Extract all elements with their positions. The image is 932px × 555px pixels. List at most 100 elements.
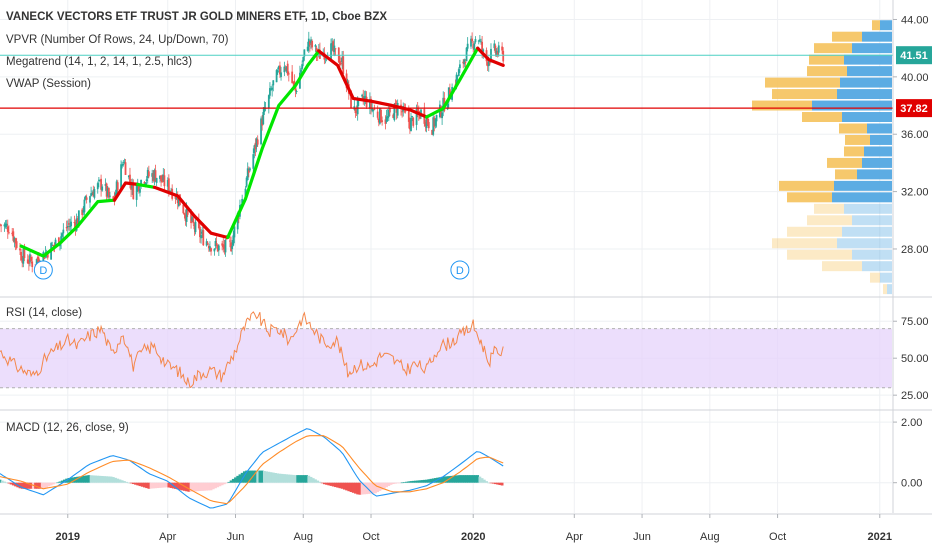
macd-histogram-bar	[54, 482, 57, 484]
macd-histogram-bar	[3, 481, 6, 483]
candle-body	[442, 97, 445, 112]
candle-body	[262, 112, 265, 125]
time-scale-label: Aug	[700, 531, 720, 543]
candle-body	[354, 107, 357, 114]
macd-histogram-bar	[302, 475, 306, 483]
macd-histogram-bar	[467, 475, 471, 483]
candle-body	[473, 43, 476, 50]
macd-histogram-bar	[216, 482, 220, 488]
macd-histogram-bar	[400, 482, 404, 484]
candle-body	[81, 209, 84, 215]
macd-histogram-bar	[380, 482, 384, 490]
macd-histogram-bar	[358, 482, 362, 495]
macd-histogram-bar	[245, 470, 249, 483]
candle-body	[330, 43, 332, 60]
macd-histogram-bar	[429, 478, 433, 483]
vpvr-up-bar	[852, 43, 892, 54]
candle-body	[415, 109, 418, 125]
candle-body	[137, 185, 140, 192]
price-scale[interactable]: 28.00 32.00 36.00 40.00 44.00 25.00 50.00 75.00…	[893, 14, 929, 490]
macd-histogram-bar	[242, 471, 246, 483]
candle-body	[114, 192, 117, 197]
macd-histogram-bar	[149, 482, 153, 489]
candle-body	[427, 122, 430, 129]
macd-histogram-bar	[265, 471, 269, 483]
megatrend-up-segment	[226, 49, 321, 240]
macd-histogram-bar	[300, 475, 304, 483]
study-vwap-label[interactable]: VWAP (Session)	[6, 78, 91, 90]
macd-histogram-bar	[258, 470, 262, 483]
time-scale[interactable]: 2019 Apr Jun Aug Oct 2020 Apr Jun Aug Oct 2021	[56, 514, 893, 543]
candle-body	[291, 71, 294, 83]
candle-body	[424, 121, 427, 126]
macd-histogram-bar	[376, 482, 380, 493]
vpvr-down-bar	[772, 238, 837, 249]
macd-histogram-bar	[407, 481, 411, 483]
candle-body	[106, 188, 109, 197]
vpvr-up-bar	[852, 215, 892, 226]
candle-body	[267, 95, 270, 108]
candle-body	[301, 64, 304, 69]
candle-body	[217, 245, 220, 251]
macd-histogram-bar	[51, 482, 55, 485]
candle-body	[135, 184, 138, 200]
candle-body	[487, 60, 490, 67]
study-rsi-label[interactable]: RSI (14, close)	[6, 307, 82, 319]
macd-histogram-bar	[271, 472, 275, 483]
candle-body	[130, 184, 132, 190]
macd-histogram-bar	[43, 482, 46, 489]
macd-line	[0, 428, 504, 509]
candle-body	[254, 142, 257, 150]
candle-body	[401, 111, 404, 113]
candle-body	[190, 213, 192, 224]
macd-histogram-bar	[76, 476, 80, 483]
vpvr-down-bar	[827, 157, 862, 168]
study-megatrend-label[interactable]: Megatrend (14, 1, 2, 14, 1, 2.5, hlc3)	[6, 56, 192, 68]
candle-body	[371, 108, 374, 111]
candle-body	[57, 237, 60, 246]
price-scale-label: 0.00	[901, 478, 922, 490]
study-macd-label[interactable]: MACD (12, 26, close, 9)	[6, 422, 129, 434]
macd-histogram-bar	[389, 482, 393, 485]
candle-body	[146, 169, 149, 179]
candle-body	[384, 119, 387, 124]
macd-histogram-bar	[491, 482, 495, 484]
vpvr-up-bar	[870, 134, 892, 145]
macd-histogram-bar	[234, 477, 237, 483]
macd-layer	[0, 428, 504, 509]
macd-histogram-bar	[320, 482, 324, 484]
macd-histogram-bar	[205, 482, 209, 491]
vpvr-up-bar	[842, 226, 892, 237]
dividend-marker[interactable]	[450, 260, 470, 280]
macd-histogram-bar	[145, 482, 149, 489]
macd-histogram-bar	[382, 482, 386, 489]
candle-body	[232, 235, 235, 246]
macd-histogram-bar	[360, 482, 364, 495]
candle-body	[255, 138, 258, 147]
macd-histogram-bar	[394, 482, 397, 484]
macd-histogram-bar	[98, 475, 102, 483]
dividend-marker[interactable]	[33, 260, 53, 280]
last-price-badge	[896, 46, 932, 65]
macd-histogram-bar	[111, 477, 115, 483]
candle-body	[342, 56, 345, 74]
macd-histogram-bar	[180, 482, 184, 491]
study-vpvr-label[interactable]: VPVR (Number Of Rows, 24, Up/Down, 70)	[6, 34, 229, 46]
candle-body	[426, 116, 429, 125]
candle-body	[182, 204, 185, 214]
candle-body	[478, 39, 481, 41]
rsi-layer	[0, 311, 504, 389]
macd-histogram-bar	[174, 482, 177, 489]
macd-signal-line	[0, 435, 504, 505]
macd-histogram-bar	[422, 479, 426, 483]
axes	[0, 0, 932, 515]
vpvr-down-bar	[845, 134, 870, 145]
macd-histogram-bar	[322, 482, 326, 485]
vwap-price-badge	[896, 99, 932, 118]
candle-body	[244, 188, 247, 197]
time-scale-label: Apr	[159, 531, 176, 543]
candle-body	[314, 45, 317, 47]
